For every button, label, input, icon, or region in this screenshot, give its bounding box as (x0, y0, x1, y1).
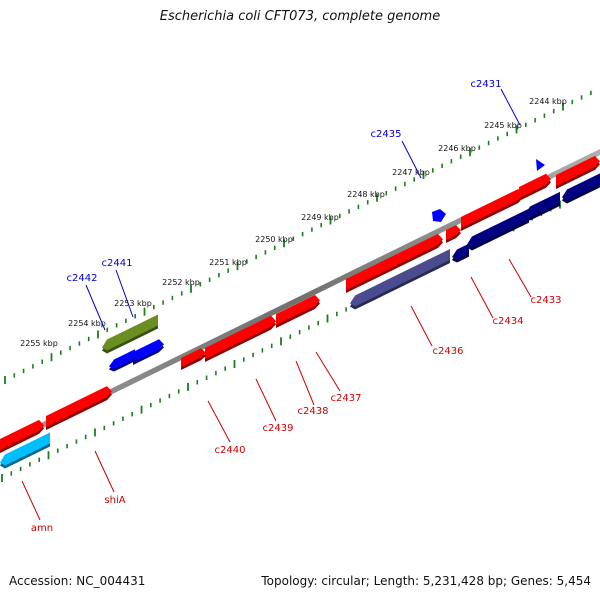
gene-rev-1-body (562, 173, 600, 201)
gene-c2440-body (181, 348, 206, 367)
gene-c2438 (205, 315, 276, 362)
gene-rev-3-body (467, 208, 529, 248)
gene-rev-2-body (525, 191, 560, 218)
gene-labels: c2431 c2435 c2441 c2442 c2433 c2434 c2436 c2437… (31, 79, 562, 534)
gene-label-c2433: c2433 (531, 295, 562, 306)
gene-c2441 (133, 339, 164, 365)
gene-amn-body (0, 419, 44, 450)
gene-c2441-body (133, 339, 164, 362)
gene-features (0, 155, 600, 469)
leader-line (401, 140, 422, 179)
leader-line (21, 480, 41, 521)
gene-rev-2 (525, 191, 560, 221)
kbp-label: 2248 kbp (347, 190, 385, 199)
gene-label-c2436: c2436 (433, 346, 464, 357)
gene-label-c2434: c2434 (493, 316, 524, 327)
gene-rev-1 (562, 173, 600, 204)
gene-label-c2431: c2431 (471, 79, 502, 90)
gene-label-amn: amn (31, 523, 53, 534)
gene-cyan (0, 432, 50, 469)
leader-line (410, 305, 433, 347)
map-title: Escherichia coli CFT073, complete genome (159, 9, 441, 24)
kbp-label: 2246 kbp (438, 144, 476, 153)
gene-c2441b (109, 349, 135, 372)
gene-label-c2435: c2435 (371, 129, 402, 140)
gene-shiA-body (46, 386, 112, 427)
gene-c2436-body (350, 249, 450, 307)
leader-line (94, 450, 115, 493)
gene-c2436-fwd-body (346, 233, 443, 290)
gene-label-c2441: c2441 (102, 258, 133, 269)
gene-c2437-body (276, 294, 320, 325)
kbp-label: 2252 kbp (162, 278, 200, 287)
leader-line (500, 88, 521, 126)
gene-c2431-body (556, 155, 600, 186)
gene-c2437 (276, 294, 320, 328)
kbp-label: 2251 kbp (209, 258, 247, 267)
gene-c2442 (102, 314, 158, 354)
leader-line (295, 360, 315, 406)
kbp-label: 2250 kbp (255, 235, 293, 244)
kbp-label: 2249 kbp (301, 213, 339, 222)
gene-label-shiA: shiA (104, 495, 125, 506)
gene-c2440 (181, 348, 206, 370)
gene-c2435 (432, 209, 446, 222)
gene-c2432 (519, 173, 551, 201)
gene-c2432-body (519, 173, 551, 198)
leader-line (85, 284, 106, 331)
gene-c2438-body (205, 315, 276, 359)
kbp-label: 2253 kbp (114, 299, 152, 308)
upper-tick-track (4, 90, 592, 384)
gene-label-c2437: c2437 (331, 393, 362, 404)
kbp-label: 2255 kbp (20, 339, 58, 348)
leader-line (315, 351, 341, 392)
leader-line (255, 378, 277, 422)
gene-label-c2442: c2442 (67, 273, 98, 284)
label-leader-lines (21, 88, 532, 521)
kbp-label: 2247 kbp (392, 168, 430, 177)
gene-rev-4-body (452, 243, 469, 260)
gene-c2435-fwd-body (446, 225, 461, 240)
gene-rev-4 (452, 243, 469, 263)
gene-c2442-body (102, 314, 158, 351)
gene-c2435-fwd (446, 225, 461, 243)
gene-c2436-fwd (346, 233, 443, 293)
kbp-label: 2245 kbp (484, 121, 522, 130)
gene-c2433 (461, 189, 523, 231)
leader-line (207, 400, 231, 443)
gene-cyan-body (0, 432, 50, 466)
gene-rev-3 (467, 208, 529, 251)
genome-backbone (0, 149, 600, 450)
gene-c2436 (350, 249, 450, 310)
gene-shiA (46, 386, 112, 430)
kbp-label: 2254 kbp (68, 319, 106, 328)
gene-c2441b-body (109, 349, 135, 369)
leader-line (470, 276, 494, 319)
gene-label-c2439: c2439 (263, 423, 294, 434)
kbp-label: 2244 kbp (529, 97, 567, 106)
leader-line (508, 258, 532, 298)
gene-c2431 (556, 155, 600, 189)
gene-c2433-body (461, 189, 523, 228)
gene-amn (0, 419, 44, 453)
gene-label-c2438: c2438 (298, 406, 329, 417)
leader-line (115, 269, 134, 318)
accession-text: Accession: NC_004431 (9, 574, 146, 588)
gene-c2431-marker (536, 159, 545, 171)
kbp-scale-labels: 2244 kbp 2245 kbp 2246 kbp 2247 kbp 2248 kbp… (20, 97, 567, 348)
genome-summary-text: Topology: circular; Length: 5,231,428 bp… (261, 574, 591, 588)
gene-label-c2440: c2440 (215, 445, 246, 456)
